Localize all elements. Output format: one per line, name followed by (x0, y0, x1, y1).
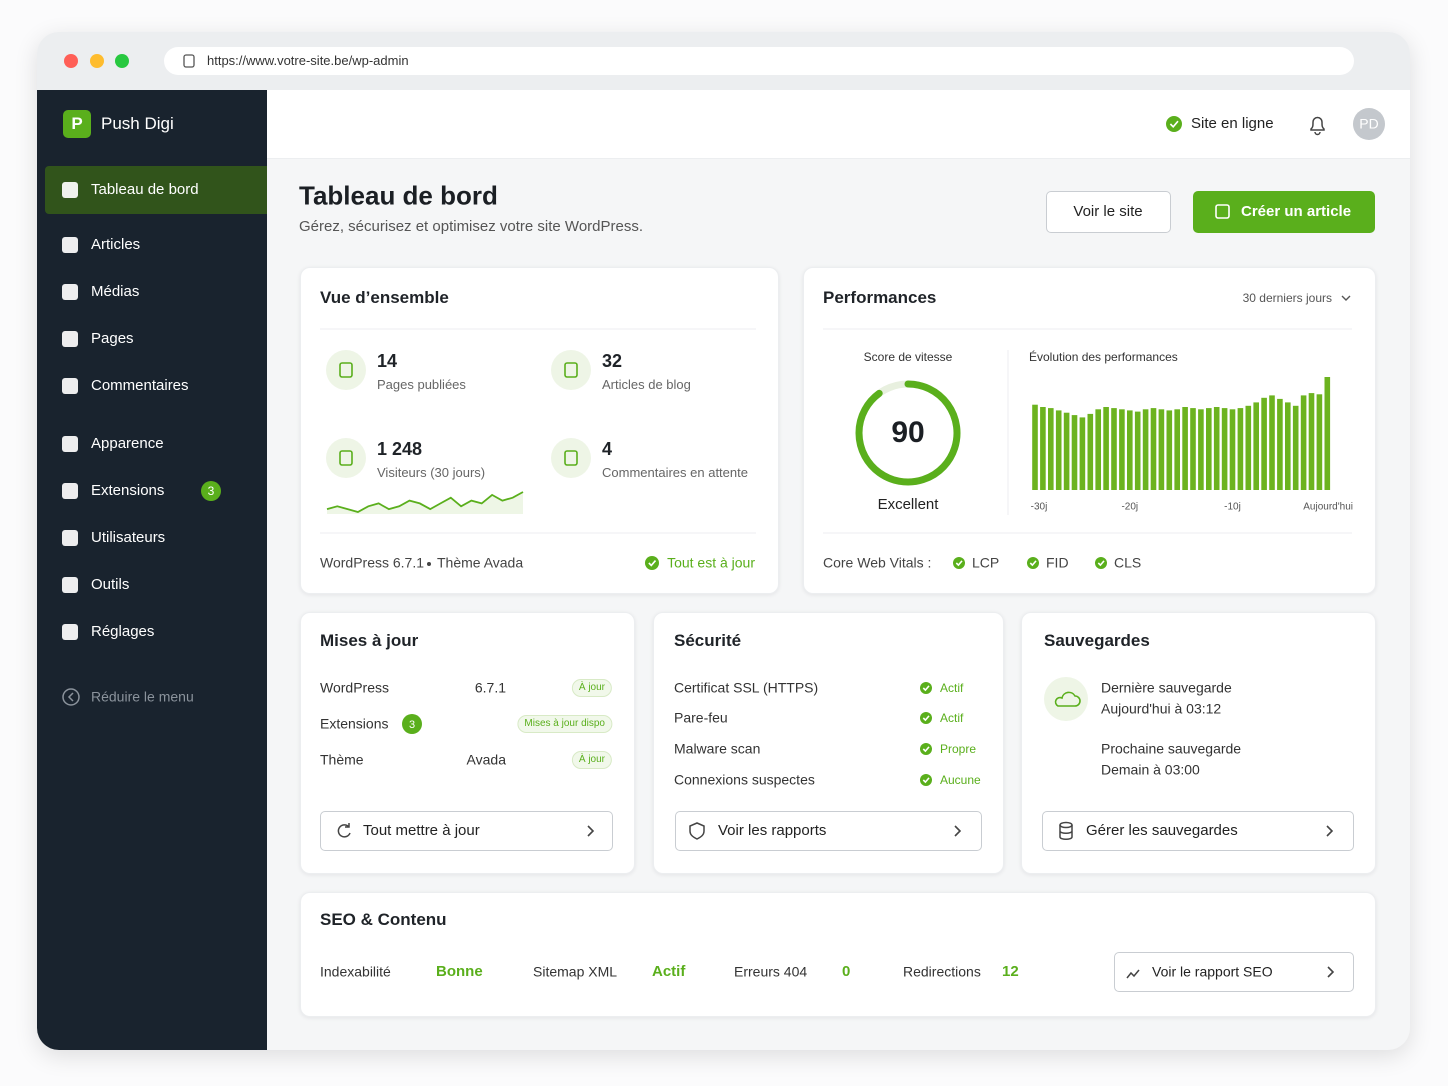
gauge-rating: Excellent (877, 496, 939, 513)
overview-card (300, 267, 779, 594)
seo-value: Actif (652, 963, 686, 980)
seo-label: Sitemap XML (533, 963, 618, 980)
menu-item-active[interactable] (45, 166, 267, 214)
menu-label: Articles (91, 236, 141, 253)
button-label[interactable]: Voir le rapport SEO (1152, 963, 1273, 980)
seo-report-button[interactable] (1114, 952, 1354, 992)
performance-card (803, 267, 1376, 594)
stat-value: 14 (377, 351, 398, 372)
security-status: Propre (940, 741, 977, 756)
menu-item[interactable] (45, 317, 267, 361)
card-title: Sauvegardes (1044, 630, 1150, 650)
update-version: Avada (466, 751, 506, 768)
menu-label: Apparence (91, 435, 164, 452)
card-title: Sécurité (674, 630, 742, 650)
status-pill: À jour (571, 679, 612, 697)
menu-label: Commentaires (91, 377, 189, 394)
update-version: 6.7.1 (474, 679, 506, 696)
menu-label: Extensions (91, 482, 165, 499)
menu-label: Utilisateurs (91, 529, 166, 546)
security-name: Pare-feu (674, 709, 728, 726)
menu-label: Médias (91, 283, 140, 300)
header (267, 90, 1410, 159)
site-status: Site en ligne (1191, 115, 1274, 132)
page-subtitle: Gérez, sécurisez et optimisez votre site… (299, 218, 644, 235)
view-site-label[interactable]: Voir le site (1073, 203, 1143, 220)
status-pill: À jour (571, 751, 612, 769)
seo-label: Indexabilité (320, 963, 391, 980)
button-label[interactable]: Gérer les sauvegardes (1086, 822, 1238, 839)
security-name: Malware scan (674, 740, 761, 757)
period-select[interactable]: 30 derniers jours (1242, 290, 1332, 305)
button-label[interactable]: Tout mettre à jour (363, 822, 480, 839)
wp-version: WordPress 6.7.1 (320, 554, 425, 571)
theme-name: Thème Avada (437, 554, 524, 571)
stat-label: Visiteurs (30 jours) (377, 465, 486, 481)
seo-value: 0 (842, 963, 851, 980)
backup-text: Aujourd'hui à 03:12 (1101, 700, 1222, 717)
security-name: Certificat SSL (HTTPS) (674, 679, 819, 696)
stat-label: Articles de blog (602, 377, 691, 393)
stat-value: 32 (602, 351, 623, 372)
collapse-menu[interactable]: Réduire le menu (91, 688, 194, 705)
update-name: Thème (320, 751, 364, 768)
stat-label: Commentaires en attente (602, 465, 748, 481)
update-status: Tout est à jour (667, 554, 755, 571)
vitals-label: Core Web Vitals : (823, 554, 932, 571)
card-title: Mises à jour (320, 630, 419, 650)
menu-label: Pages (91, 330, 134, 347)
brand-initial: P (71, 113, 83, 133)
menu-item[interactable] (45, 610, 267, 654)
view-site-button[interactable] (1046, 191, 1171, 233)
create-article-label[interactable]: Créer un article (1241, 203, 1352, 220)
vital-item: CLS (1114, 554, 1142, 571)
menu-label: Réglages (91, 623, 155, 640)
security-status: Aucune (940, 772, 981, 787)
security-name: Connexions suspectes (674, 771, 815, 788)
update-name: Extensions (320, 715, 389, 732)
seo-value: Bonne (436, 963, 483, 980)
manage-backups-button[interactable] (1042, 811, 1354, 851)
gauge-title: Score de vitesse (863, 349, 953, 364)
card-title: Performances (823, 287, 937, 307)
status-pill: Mises à jour dispo (517, 715, 612, 733)
menu-item[interactable] (45, 270, 267, 314)
vital-item: LCP (972, 554, 1000, 571)
chart-title: Évolution des performances (1029, 349, 1178, 364)
menu-label: Tableau de bord (91, 181, 199, 198)
stat-label: Pages publiées (377, 377, 466, 393)
card-title: Vue d’ensemble (320, 287, 449, 307)
menu-item[interactable] (45, 563, 267, 607)
backup-text: Dernière sauvegarde (1101, 679, 1232, 696)
menu-label: Outils (91, 576, 130, 593)
stat-value: 1 248 (377, 439, 423, 460)
card-title: SEO & Contenu (320, 909, 447, 929)
url-bar[interactable] (164, 47, 1354, 75)
seo-value: 12 (1002, 963, 1019, 980)
vital-item: FID (1046, 554, 1069, 571)
seo-label: Erreurs 404 (734, 963, 808, 980)
reports-button[interactable] (675, 811, 982, 851)
update-name: WordPress (320, 679, 389, 696)
seo-label: Redirections (903, 963, 981, 980)
button-label[interactable]: Voir les rapports (718, 822, 827, 839)
url-text: https://www.votre-site.be/wp-admin (207, 53, 409, 69)
update-all-button[interactable] (320, 811, 613, 851)
backup-text: Prochaine sauvegarde (1101, 740, 1242, 757)
brand-name: Push Digi (101, 113, 174, 133)
stat-value: 4 (602, 439, 613, 460)
brand-logo (63, 110, 91, 138)
menu-item[interactable] (45, 223, 267, 267)
page-title: Tableau de bord (299, 180, 498, 211)
backup-text: Demain à 03:00 (1101, 761, 1200, 778)
security-status: Actif (940, 710, 964, 725)
security-status: Actif (940, 680, 964, 695)
